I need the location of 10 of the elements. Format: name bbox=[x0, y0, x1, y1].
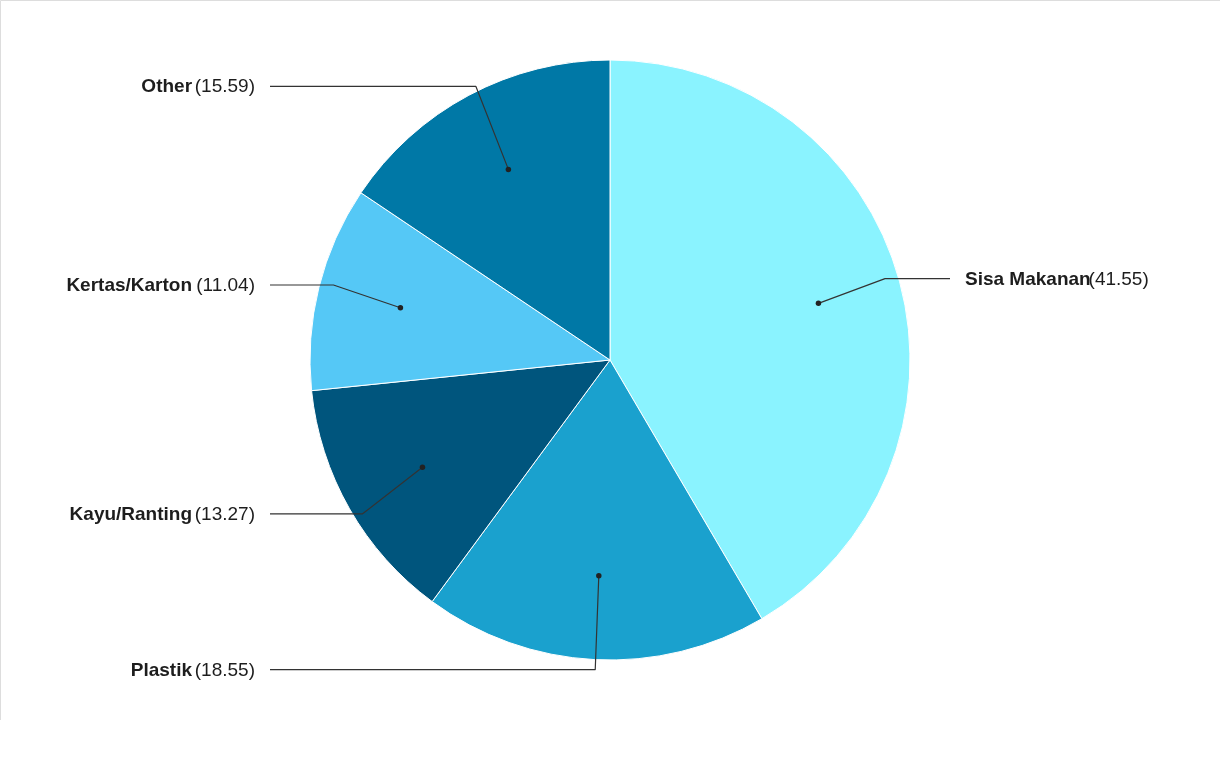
slice-label: Other bbox=[141, 75, 193, 97]
slice-label: Sisa Makanan bbox=[965, 267, 1091, 289]
slice-label: Plastik bbox=[130, 658, 193, 680]
data-label: (15.59) bbox=[194, 75, 255, 97]
data-label: (11.04) bbox=[196, 273, 255, 295]
data-label: (41.55) bbox=[1088, 267, 1149, 289]
data-label: (18.55) bbox=[194, 658, 255, 680]
data-label: (13.27) bbox=[194, 502, 255, 524]
slice-label: Kayu/Ranting bbox=[69, 502, 193, 524]
slice-label: Kertas/Karton bbox=[66, 273, 193, 295]
